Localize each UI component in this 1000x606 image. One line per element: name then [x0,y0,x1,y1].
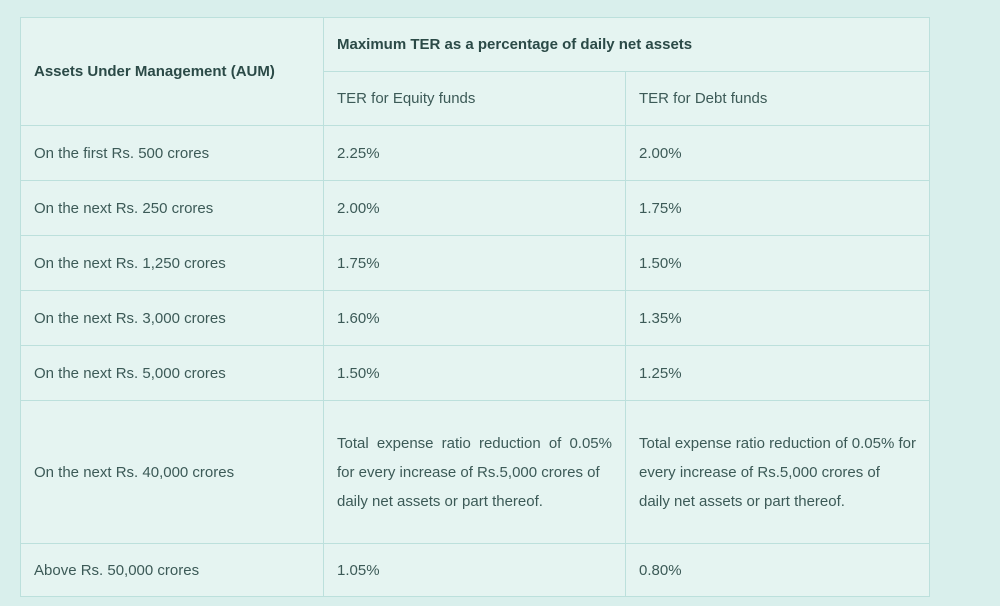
debt-cell: 1.75% [624,180,931,236]
aum-cell: On the next Rs. 250 crores [20,180,324,236]
aum-cell: On the next Rs. 40,000 crores [20,400,324,544]
table-row: On the next Rs. 3,000 crores 1.60% 1.35% [20,290,931,346]
aum-cell: Above Rs. 50,000 crores [20,543,324,597]
table-header-row-2: TER for Equity funds TER for Debt funds [21,71,931,126]
table-row: Above Rs. 50,000 crores 1.05% 0.80% [20,543,931,597]
table-row: On the first Rs. 500 crores 2.25% 2.00% [20,125,931,181]
table-row: On the next Rs. 250 crores 2.00% 1.75% [20,180,931,236]
debt-reduction-text-line1: Total expense ratio reduction of 0.05% f… [639,434,917,481]
debt-cell: 2.00% [624,125,931,181]
aum-cell: On the next Rs. 1,250 crores [20,235,324,291]
equity-cell: 2.00% [323,180,626,236]
equity-reduction-text-line2: daily net assets or part thereof. [337,492,543,510]
equity-cell: 1.05% [323,543,626,597]
equity-cell: 1.50% [323,345,626,401]
equity-cell: 1.60% [323,290,626,346]
debt-column-header: TER for Debt funds [624,71,931,126]
table-header-row-1: Assets Under Management (AUM) Maximum TE… [20,17,931,126]
equity-cell: Total expense ratio reduction of 0.05% f… [323,400,626,544]
equity-cell: 1.75% [323,235,626,291]
debt-reduction-text-line2: daily net assets or part thereof. [639,492,845,510]
debt-cell: 1.25% [624,345,931,401]
debt-cell: 0.80% [624,543,931,597]
table-row: On the next Rs. 5,000 crores 1.50% 1.25% [20,345,931,401]
aum-cell: On the next Rs. 5,000 crores [20,345,324,401]
table-row: On the next Rs. 1,250 crores 1.75% 1.50% [20,235,931,291]
equity-cell: 2.25% [323,125,626,181]
table-row-ter-reduction: On the next Rs. 40,000 crores Total expe… [20,400,931,544]
debt-cell: 1.35% [624,290,931,346]
aum-cell: On the next Rs. 3,000 crores [20,290,324,346]
max-ter-group-header: Maximum TER as a percentage of daily net… [322,17,931,72]
aum-column-header: Assets Under Management (AUM) [20,17,324,126]
equity-column-header: TER for Equity funds [323,71,626,126]
debt-cell: Total expense ratio reduction of 0.05% f… [624,400,931,544]
aum-cell: On the first Rs. 500 crores [20,125,324,181]
debt-cell: 1.50% [624,235,931,291]
equity-reduction-text-line1: Total expense ratio reduction of 0.05% f… [337,434,612,481]
ter-limits-table: Assets Under Management (AUM) Maximum TE… [20,17,931,597]
